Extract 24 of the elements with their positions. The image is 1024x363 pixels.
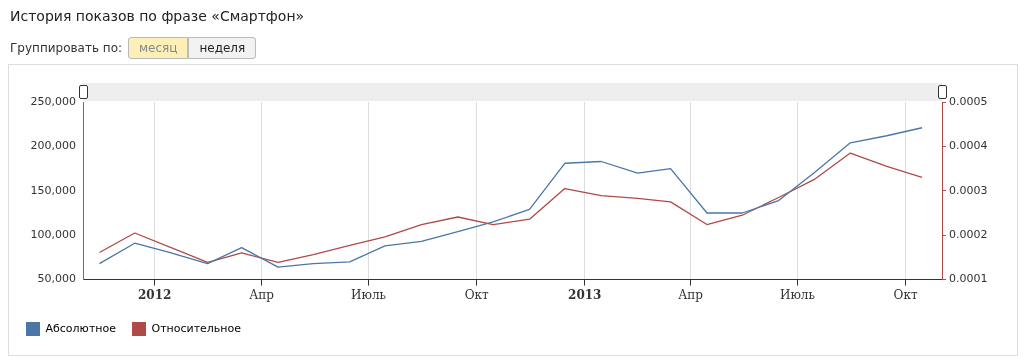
y2-tick-label: 0.0001 [949, 272, 988, 286]
y-tick-label: 250,000 [30, 94, 76, 108]
x-tick-label: 2012 [137, 287, 172, 302]
x-tick-label: Июль [351, 287, 387, 302]
y-tick-label: 50,000 [37, 272, 76, 286]
y2-tick-label: 0.0004 [949, 139, 988, 153]
x-tick-label: 2013 [568, 287, 602, 302]
x-tick-label: Окт [464, 287, 490, 302]
x-tick-label: Июль [779, 287, 816, 302]
y2-tick-label: 0.0005 [949, 94, 988, 108]
y-tick-label: 150,000 [30, 183, 76, 197]
x-tick-label: Окт [893, 287, 918, 302]
y-tick-label: 100,000 [30, 228, 76, 242]
x-tick-label: Апр [249, 287, 275, 302]
chart-title: История показов по фразе «Смартфон» [10, 8, 305, 24]
legend-label: Относительное [151, 321, 242, 335]
legend-label: Абсолютное [45, 321, 117, 335]
y2-tick-label: 0.0003 [949, 183, 988, 197]
x-tick-label: Апр [678, 287, 704, 302]
text: неделя [188, 37, 257, 59]
text: Группировать по: [10, 41, 123, 55]
y-tick-label: 200,000 [30, 139, 76, 153]
y2-tick-label: 0.0002 [949, 228, 988, 242]
text: месяц [128, 37, 189, 59]
